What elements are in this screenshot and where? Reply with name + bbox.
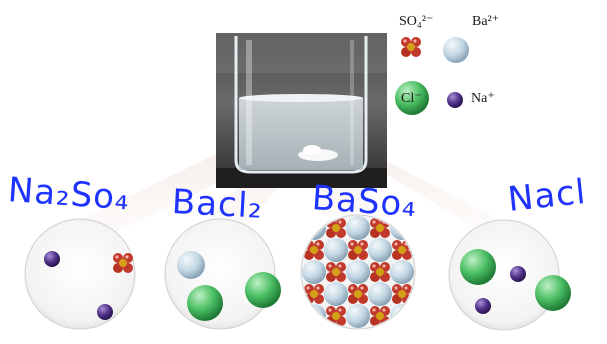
barium-ion: [324, 326, 348, 328]
barium-ion: [390, 260, 414, 284]
chloride-ion: [187, 285, 223, 321]
handwritten-label-sodium-chloride: Nacl: [505, 171, 589, 220]
barium-ion: [302, 238, 304, 262]
legend-sulfate-icon: [401, 37, 421, 57]
handwritten-label-barium-sulfate: BaSo₄: [310, 178, 419, 226]
legend-chloride-icon: [395, 81, 429, 115]
sodium-ion: [475, 298, 491, 314]
sodium-ion: [510, 266, 526, 282]
chloride-ion: [535, 275, 571, 311]
sulfate-ion: [282, 218, 302, 238]
sulfate-ion: [414, 262, 434, 282]
legend-barium-icon: [443, 37, 469, 63]
barium-ion: [346, 216, 370, 240]
barium-ion: [412, 326, 414, 328]
barium-ion: [302, 216, 304, 218]
legend-barium-label: Ba²⁺: [472, 14, 500, 29]
circle-sodium-chloride: [448, 219, 571, 331]
barium-ion: [302, 260, 326, 284]
legend-sodium-icon: [447, 92, 463, 108]
beaker: [234, 36, 368, 174]
barium-ion: [346, 260, 370, 284]
barium-ion: [346, 304, 370, 328]
legend: [395, 37, 469, 115]
legend-chloride-label: Cl⁻: [401, 91, 422, 106]
barium-ion: [324, 282, 348, 306]
circle-sodium-sulfate: [24, 218, 136, 330]
barium-ion: [368, 238, 392, 262]
chloride-ion: [245, 272, 281, 308]
barium-ion: [412, 282, 414, 306]
circle-barium-chloride: [164, 218, 281, 330]
sulfate-ion: [414, 306, 434, 326]
barium-ion: [324, 238, 348, 262]
handwritten-label-barium-chloride: Bacl₂: [170, 182, 264, 227]
sulfate-ion: [414, 218, 434, 238]
sulfate-ion: [348, 328, 368, 344]
sodium-ion: [44, 251, 60, 267]
sodium-ion: [97, 304, 113, 320]
sulfate-ion: [282, 306, 302, 326]
beaker-photo: [216, 33, 387, 188]
barium-ion: [177, 251, 205, 279]
barium-ion: [302, 326, 304, 328]
sulfate-ion: [392, 328, 412, 344]
chloride-ion: [460, 249, 496, 285]
handwritten-label-sodium-sulfate: Na₂So₄: [6, 170, 132, 219]
sulfate-ion: [304, 328, 324, 344]
sulfate-ion: [282, 262, 302, 282]
barium-ion: [368, 326, 392, 328]
legend-sulfate-label: SO₄²⁻: [399, 14, 434, 29]
legend-sodium-label: Na⁺: [471, 91, 495, 106]
barium-ion: [368, 282, 392, 306]
barium-ion: [302, 282, 304, 306]
barium-ion: [412, 238, 414, 262]
